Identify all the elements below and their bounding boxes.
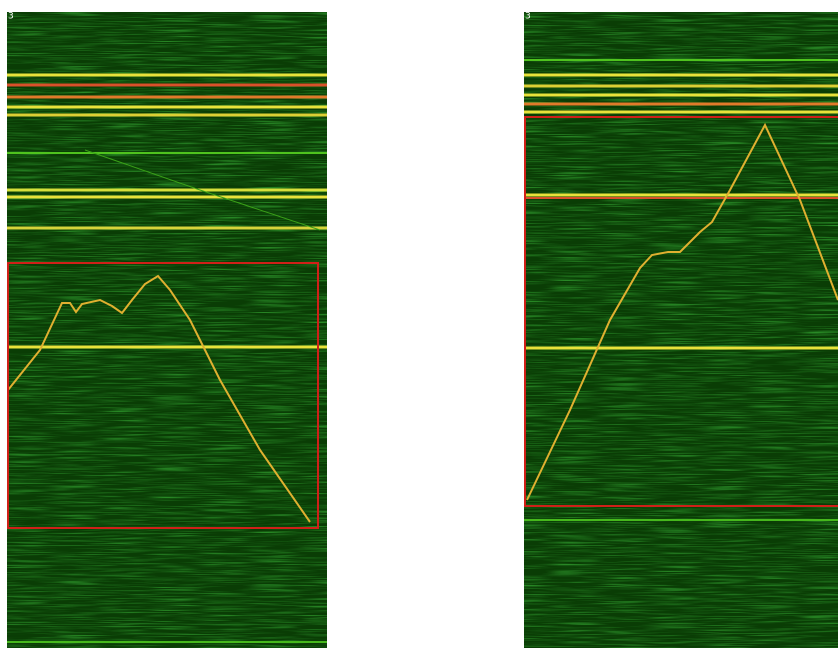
panel-label: 3 [8, 12, 14, 22]
right-panel: 3 [524, 12, 838, 648]
left-panel: 3 [7, 12, 327, 648]
page: 3 3 (() => { const data = JSON.parse(doc… [0, 0, 838, 648]
panel-label: 3 [525, 12, 531, 22]
texture [524, 12, 838, 648]
screenshot: 3 3 [0, 0, 838, 648]
